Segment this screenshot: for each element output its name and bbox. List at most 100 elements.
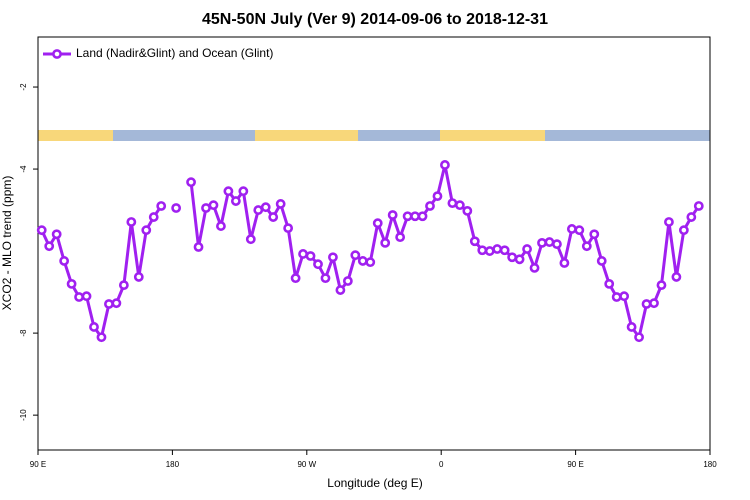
data-point (649, 298, 659, 309)
y-tick-label: -8 (19, 329, 28, 337)
data-point (447, 198, 458, 209)
data-point (223, 186, 234, 197)
x-axis-label: Longitude (deg E) (327, 476, 422, 490)
data-point (298, 249, 308, 259)
data-point (260, 202, 271, 213)
data-point (104, 299, 114, 309)
data-point (678, 225, 689, 236)
data-point (604, 278, 615, 289)
data-point (89, 322, 99, 332)
ocean-band (38, 130, 710, 141)
data-point (81, 291, 92, 302)
legend-marker (52, 49, 62, 59)
land-ocean-band (38, 130, 710, 141)
land-band (440, 130, 545, 141)
data-point (208, 200, 219, 211)
data-point (290, 273, 301, 284)
data-point (201, 203, 211, 213)
legend-label: Land (Nadir&Glint) and Ocean (Glint) (76, 46, 273, 60)
data-point (320, 273, 331, 284)
data-point (686, 212, 697, 222)
data-point (365, 257, 376, 268)
data-point (44, 241, 55, 252)
data-point (133, 272, 144, 282)
data-point (275, 199, 286, 209)
data-point (499, 245, 510, 256)
data-point (372, 218, 383, 229)
data-point (328, 252, 338, 263)
data-point (268, 212, 279, 222)
data-point (141, 225, 152, 236)
data-point (96, 332, 107, 343)
data-point (402, 211, 413, 222)
data-point (574, 225, 585, 236)
data-point (245, 234, 256, 245)
y-tick-label: -2 (19, 83, 28, 91)
chart-title: 45N-50N July (Ver 9) 2014-09-06 to 2018-… (202, 11, 548, 28)
data-point (350, 250, 361, 261)
data-point (537, 237, 547, 248)
x-tick-label: 90 E (567, 460, 583, 469)
data-point (410, 211, 420, 222)
data-point (522, 244, 532, 254)
data-point (36, 225, 47, 236)
data-point (193, 242, 204, 252)
land-band (255, 130, 358, 141)
data-point (313, 259, 323, 270)
data-point (395, 232, 406, 243)
data-line (40, 163, 701, 339)
x-tick-label: 90 E (30, 460, 46, 469)
data-point (216, 221, 226, 231)
data-point (492, 244, 503, 254)
data-point (626, 322, 637, 332)
x-tick-label: 0 (439, 460, 444, 469)
data-point (186, 177, 196, 188)
data-point (544, 237, 555, 247)
data-point (171, 203, 182, 213)
data-point (514, 254, 525, 265)
x-tick-label: 90 W (297, 460, 316, 469)
data-point (559, 258, 570, 268)
data-point (469, 236, 480, 247)
data-point (335, 285, 346, 295)
data-point (238, 186, 249, 197)
plot-frame (37, 36, 711, 451)
data-point (619, 291, 630, 302)
data-point (66, 278, 77, 289)
data-point (454, 200, 465, 211)
data-point (507, 252, 518, 263)
data-point (253, 205, 264, 215)
data-point (305, 251, 316, 261)
data-point (283, 223, 294, 234)
data-point (671, 272, 682, 282)
data-point (51, 229, 62, 240)
data-point (440, 160, 450, 170)
y-tick-label: -10 (19, 409, 28, 421)
data-point (611, 292, 622, 302)
data-point (156, 201, 167, 211)
data-point (484, 246, 495, 256)
land-band (38, 130, 113, 141)
data-point (693, 201, 704, 211)
y-axis-label: XCO2 - MLO trend (ppm) (0, 176, 14, 311)
data-point (566, 224, 577, 234)
data-point (126, 217, 137, 227)
data-point (118, 280, 129, 291)
data-point (342, 276, 353, 286)
data-point (477, 245, 488, 256)
data-point (387, 210, 398, 220)
data-point (74, 292, 84, 302)
data-point (357, 256, 368, 266)
y-tick-label: -4 (19, 165, 28, 173)
data-point (581, 241, 592, 252)
data-point (148, 212, 159, 222)
data-point (111, 298, 122, 309)
data-point (59, 256, 70, 266)
data-point (589, 229, 600, 240)
data-point (432, 191, 443, 202)
data-point (664, 217, 674, 227)
data-point (641, 299, 652, 309)
data-point (230, 196, 241, 206)
data-point (552, 239, 562, 250)
